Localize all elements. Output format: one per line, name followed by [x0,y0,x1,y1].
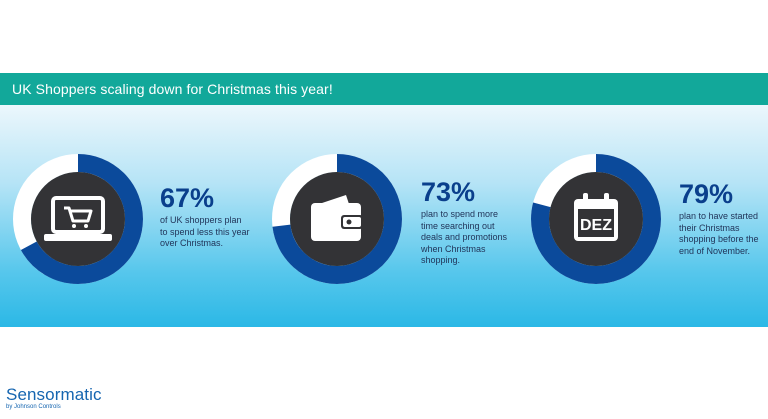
stat-1-description: of UK shoppers plan to spend less this y… [160,215,250,250]
stat-1-ring [12,153,144,285]
stat-1-value: 67% [160,183,215,213]
stat-2: 73% plan to spend more time searching ou… [421,177,507,267]
stat-3-arc [531,154,661,284]
stat-1-desc-line: over Christmas. [160,238,224,248]
stat-3-desc-line: end of November. [679,245,751,256]
stat-2-desc-line: shopping. [421,255,461,265]
stat-3-desc-line: their Christmas [679,222,740,233]
stat-1: 67% of UK shoppers plan to spend less th… [160,183,250,250]
logo-name: Sensormatic [6,385,102,404]
sensormatic-logo: Sensormatic by Johnson Controls [6,386,102,411]
stats-panel: 67% of UK shoppers plan to spend less th… [0,105,768,327]
stat-2-description: plan to spend more time searching out de… [421,209,507,267]
stat-3-desc-line: shopping before the [679,234,759,244]
calendar-icon: DEZ [574,193,618,241]
wallet-icon [311,195,363,241]
stat-2-desc-line: plan to spend more [421,209,499,219]
stat-3-ring: DEZ [530,153,662,285]
stat-3-description: plan to have started their Christmas sho… [679,211,759,257]
stat-3-value: 79% [679,179,734,209]
stat-2-desc-line: when Christmas [421,243,486,254]
stat-2-desc-line: time searching out [421,220,495,231]
stat-1-desc-line: of UK shoppers plan [160,215,242,225]
calendar-label: DEZ [580,217,612,234]
logo-subtitle: by Johnson Controls [6,404,61,410]
stat-3-desc-line: plan to have started [679,211,759,221]
stat-2-arc [272,154,402,284]
stat-1-desc-line: to spend less this year [160,226,250,237]
title-banner: UK Shoppers scaling down for Christmas t… [0,73,768,105]
stat-3: 79% plan to have started their Christmas… [679,179,759,257]
banner-title: UK Shoppers scaling down for Christmas t… [12,81,333,97]
shopping-cart-laptop-icon [44,196,112,241]
stat-2-desc-line: deals and promotions [421,232,508,242]
stat-2-ring [271,153,403,285]
stat-2-value: 73% [421,177,476,207]
stat-1-arc [13,154,143,284]
